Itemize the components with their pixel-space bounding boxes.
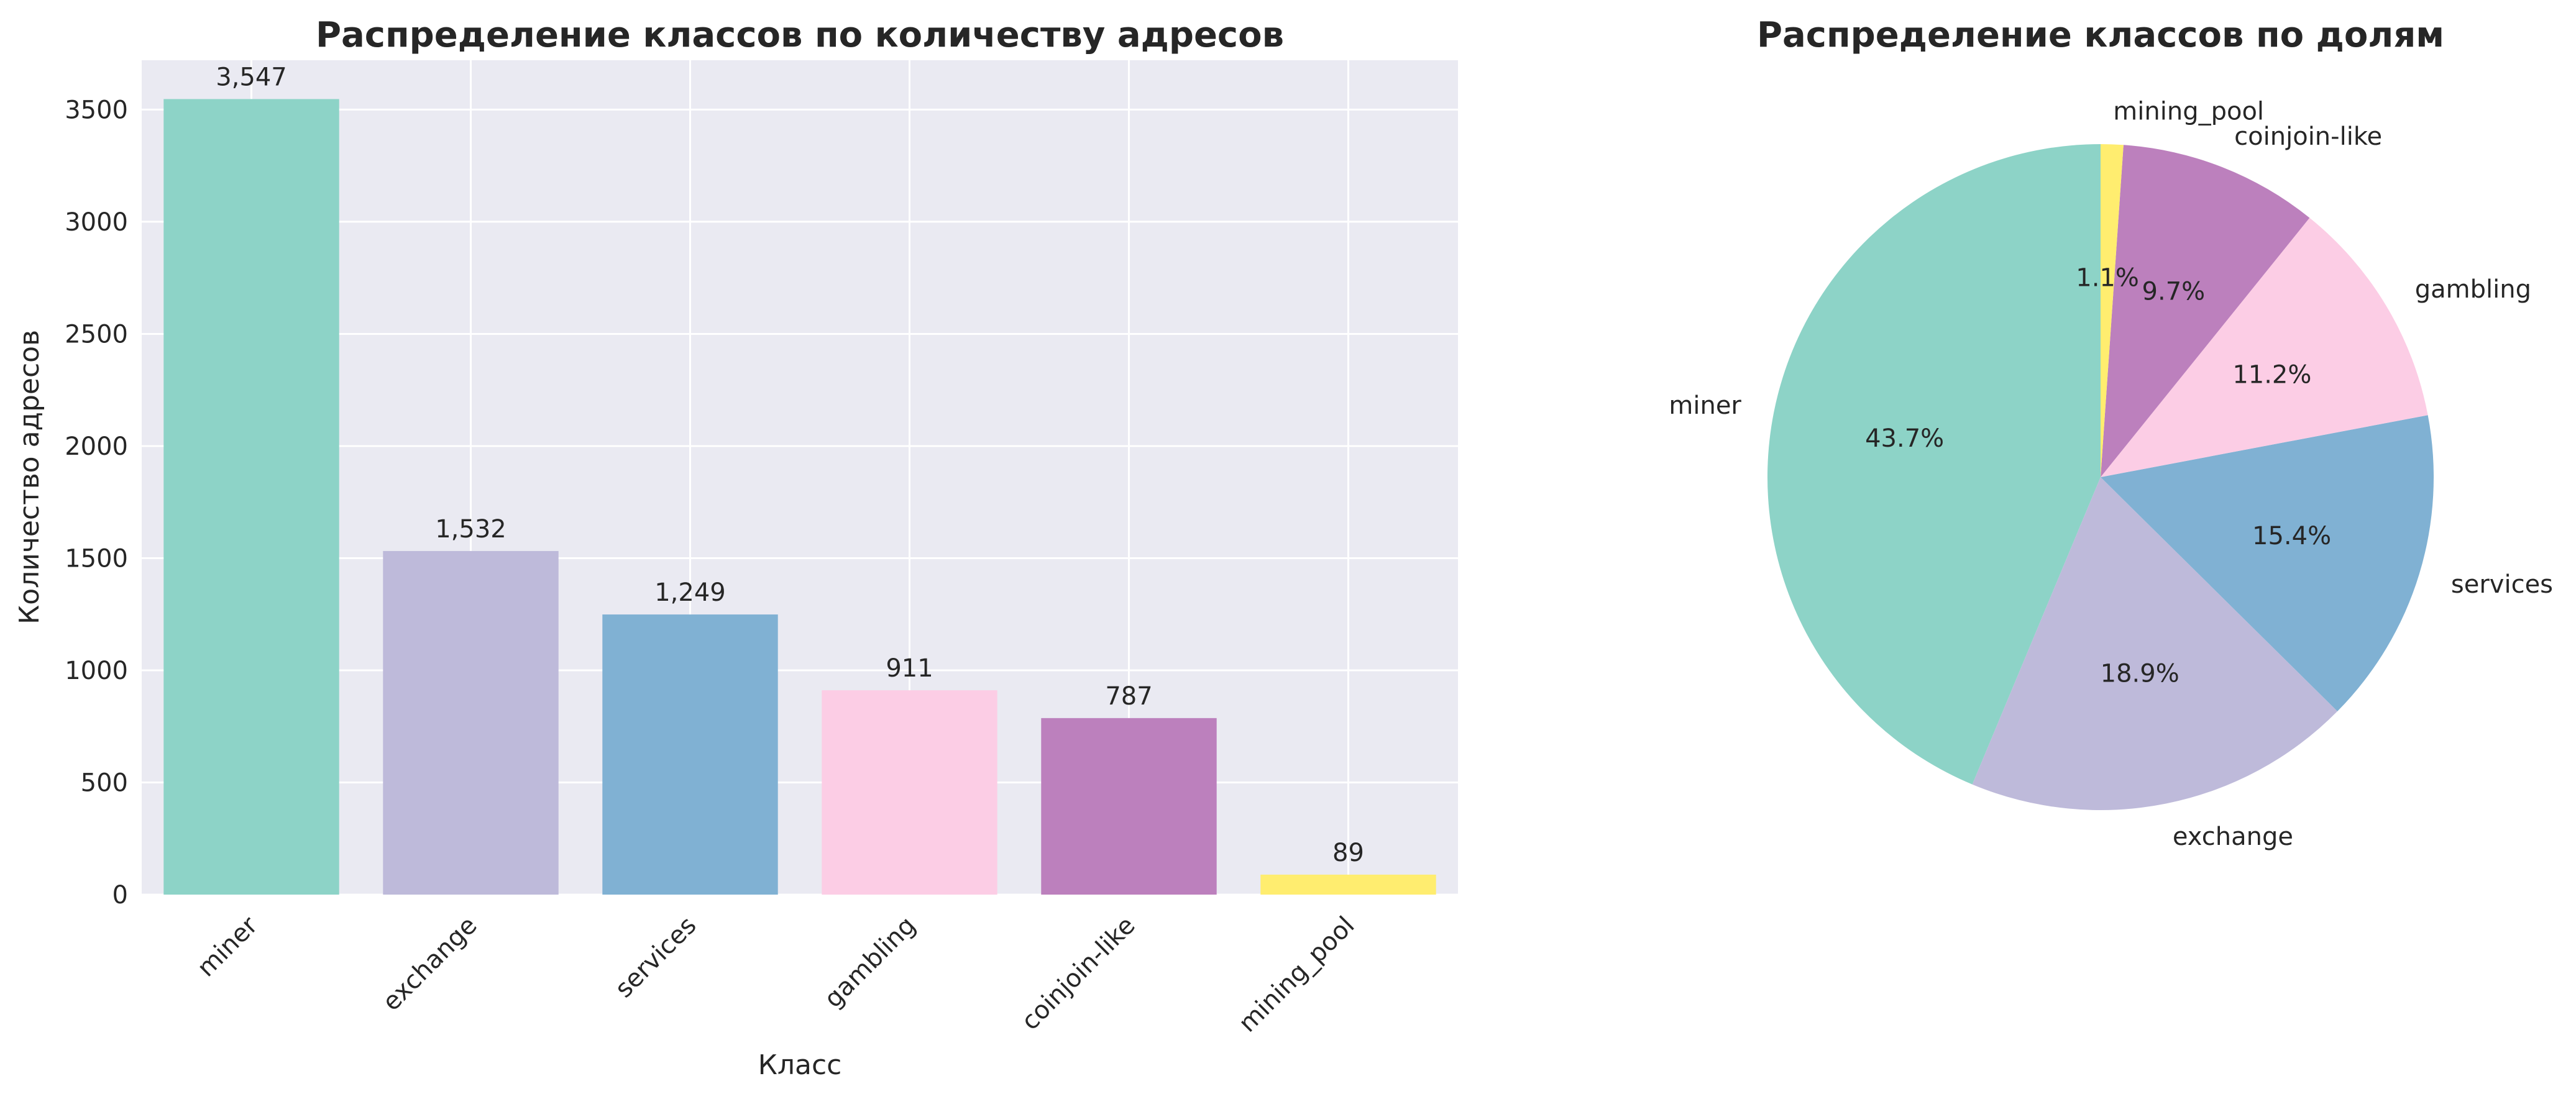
pie-chart-slices (1767, 144, 2434, 810)
pie-percent-gambling: 11.2% (2232, 361, 2311, 390)
pie-label-services: services (2451, 570, 2553, 599)
pie-label-exchange: exchange (2173, 823, 2293, 851)
bar-value-label-exchange: 1,532 (435, 515, 506, 544)
pie-slice-coinjoin-like (2101, 145, 2310, 478)
y-tick-label: 2000 (65, 432, 128, 461)
pie-slice-miner (1767, 144, 2101, 785)
y-tick-label: 0 (112, 881, 128, 910)
y-tick-label: 1000 (65, 657, 128, 685)
pie-chart: Распределение классов по долям miner exch… (1669, 15, 2553, 851)
pie-slice-mining-pool (2101, 144, 2124, 477)
x-tick-label-coinjoin-like: coinjoin-like (1016, 911, 1141, 1036)
x-tick-label-gambling: gambling (819, 911, 922, 1014)
pie-slice-gambling (2101, 217, 2428, 477)
pie-chart-labels: miner exchange services gambling coinjoin-li… (1669, 98, 2553, 851)
pie-percent-mining-pool: 1.1% (2076, 264, 2139, 293)
pie-percent-miner: 43.7% (1865, 424, 1944, 453)
pie-label-gambling: gambling (2415, 275, 2531, 304)
pie-percent-coinjoin-like: 9.7% (2142, 278, 2206, 306)
x-tick-label-services: services (610, 911, 702, 1004)
y-tick-label: 1500 (65, 544, 128, 573)
pie-percent-exchange: 18.9% (2101, 659, 2180, 688)
bar-value-label-mining-pool: 89 (1332, 839, 1364, 867)
bar-chart-y-ticks: 0 500 1000 1500 2000 2500 3000 3500 (65, 96, 128, 910)
pie-chart-percent-labels: 43.7% 18.9% 15.4% 11.2% 9.7%1.1% (1865, 264, 2331, 688)
pie-label-mining-pool: mining_pool (2113, 98, 2264, 126)
pie-slice-services (2101, 415, 2434, 711)
bar-value-label-miner: 3,547 (216, 63, 287, 91)
bar-chart-plot-area (142, 60, 1458, 895)
y-tick-label: 3000 (65, 208, 128, 237)
pie-slice-exchange (1972, 477, 2338, 810)
bar-chart-title: Распределение классов по количеству адре… (316, 15, 1284, 55)
bar-value-label-coinjoin-like: 787 (1105, 682, 1152, 711)
bar-coinjoin-like (1041, 718, 1217, 895)
y-tick-label: 3500 (65, 96, 128, 124)
y-tick-label: 500 (81, 768, 128, 797)
bar-gambling (822, 690, 997, 895)
bar-chart-x-ticks: miner exchange services gambling coinjoin-li… (192, 911, 1360, 1038)
x-tick-label-mining-pool: mining_pool (1233, 911, 1360, 1038)
pie-label-miner: miner (1669, 391, 1741, 420)
bar-value-label-gambling: 911 (886, 654, 933, 683)
bar-chart: 3,547 1,532 1,249 911 787 89 0 500 1000 1500 2000… (14, 15, 1458, 1081)
bar-value-label-services: 1,249 (654, 578, 726, 607)
pie-label-coinjoin-like: coinjoin-like (2234, 122, 2382, 151)
y-tick-label: 2500 (65, 320, 128, 349)
bar-mining-pool (1260, 874, 1436, 895)
x-tick-label-miner: miner (192, 911, 264, 982)
bar-miner (163, 99, 339, 895)
x-tick-label-exchange: exchange (377, 911, 483, 1017)
pie-chart-title: Распределение классов по долям (1757, 15, 2444, 55)
bar-services (602, 614, 778, 895)
bar-chart-y-axis-label: Количество адресов (14, 330, 45, 624)
pie-percent-services: 15.4% (2252, 522, 2331, 550)
bar-chart-x-axis-label: Класс (758, 1049, 842, 1081)
bar-chart-bars (163, 99, 1436, 895)
bar-exchange (383, 550, 559, 895)
bar-chart-value-labels: 3,547 1,532 1,249 911 787 89 (216, 63, 1364, 867)
